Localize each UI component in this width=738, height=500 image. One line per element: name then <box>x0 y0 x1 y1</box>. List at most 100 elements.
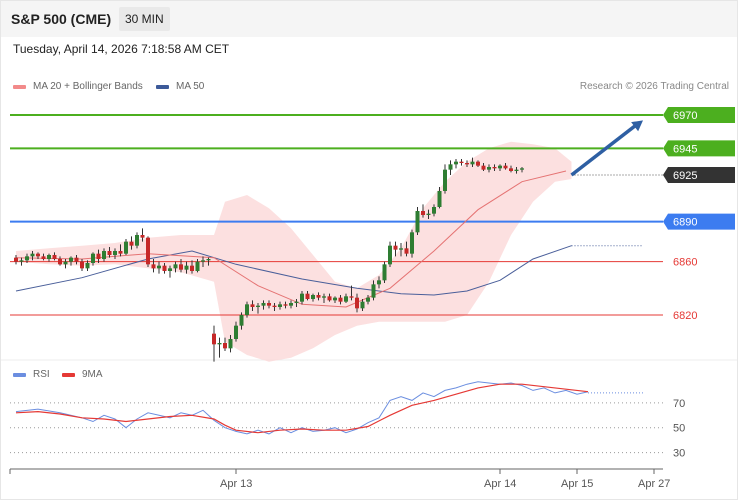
candle-body <box>25 256 29 261</box>
candle <box>239 312 244 330</box>
candle <box>492 164 497 171</box>
candle-body <box>333 297 337 301</box>
candle <box>393 241 398 257</box>
candle <box>195 259 200 273</box>
legend-swatch-rsi-ma <box>62 372 75 377</box>
candle-body <box>481 165 486 170</box>
report-datetime: Tuesday, April 14, 2026 7:18:58 AM CET <box>13 42 230 56</box>
candle <box>124 239 128 255</box>
candle-body <box>228 339 233 349</box>
candle <box>190 260 194 274</box>
candle <box>118 244 123 257</box>
level-tag-6890 <box>663 213 735 230</box>
candle-body <box>448 164 453 170</box>
candle <box>113 248 117 259</box>
candle-body <box>118 251 123 254</box>
candle <box>14 255 18 265</box>
forecast-arrow-head <box>631 120 643 132</box>
candle-body <box>377 280 381 285</box>
candle-body <box>492 167 497 169</box>
candle-body <box>102 251 106 259</box>
candle <box>36 252 40 259</box>
candle-body <box>470 161 475 165</box>
candle-body <box>437 191 442 207</box>
candle <box>305 291 310 301</box>
level-label-6890: 6890 <box>673 217 697 229</box>
rsi-ma-line <box>15 383 589 434</box>
candle <box>410 229 414 258</box>
candle-body <box>113 251 117 255</box>
candle-body <box>371 284 376 298</box>
candle-body <box>294 301 299 303</box>
candle-body <box>146 237 150 265</box>
candle <box>272 303 277 311</box>
candle-body <box>344 296 348 302</box>
legend-rsi-ma: 9MA <box>62 369 103 380</box>
candle-body <box>322 296 326 298</box>
instrument-title: S&P 500 (CME) <box>11 11 112 27</box>
candle-body <box>217 343 222 345</box>
timeframe-button[interactable]: 30 MIN <box>119 7 170 31</box>
candle <box>388 241 392 267</box>
candle-body <box>151 264 156 269</box>
candle <box>294 299 299 307</box>
level-label-6970: 6970 <box>673 110 697 122</box>
candle <box>184 261 189 274</box>
candle-body <box>195 261 200 271</box>
candle-body <box>63 261 68 265</box>
candle-body <box>80 261 84 269</box>
candle-body <box>327 296 332 301</box>
candle-body <box>503 165 508 169</box>
candle-body <box>256 305 260 307</box>
legend-label-rsi: RSI <box>33 369 50 380</box>
candle-body <box>96 253 101 259</box>
candle-body <box>283 304 288 306</box>
candle-body <box>190 265 194 271</box>
candle-body <box>410 232 414 254</box>
candle-body <box>135 235 139 246</box>
candle <box>19 257 24 266</box>
candle <box>41 253 46 261</box>
candle <box>448 160 453 175</box>
candle <box>509 165 513 173</box>
candle <box>47 253 51 262</box>
candle-body <box>173 264 178 269</box>
candle <box>371 280 376 301</box>
candle <box>437 187 442 209</box>
candle-body <box>520 168 524 170</box>
candle-body <box>393 245 398 250</box>
time-axis-label: Apr 27 <box>638 478 670 490</box>
candle <box>173 261 178 273</box>
candle <box>267 300 271 309</box>
candle <box>360 299 365 311</box>
candle <box>382 261 387 283</box>
candle <box>201 256 205 267</box>
candle <box>503 163 508 170</box>
legend-ma20: MA 20 + Bollinger Bands <box>13 81 143 92</box>
candle <box>487 164 491 173</box>
candle-body <box>426 213 431 215</box>
candle-body <box>421 211 425 215</box>
candle-body <box>91 253 95 263</box>
candle-body <box>223 343 227 349</box>
candle-body <box>212 333 216 345</box>
candle-body <box>14 257 18 262</box>
candle <box>459 159 464 166</box>
candle-body <box>514 169 519 171</box>
candle <box>498 164 502 171</box>
candle <box>443 164 447 194</box>
candle <box>129 236 134 250</box>
candle-body <box>355 297 359 309</box>
candle <box>470 157 475 167</box>
level-label-6820: 6820 <box>673 310 697 322</box>
candle <box>278 301 282 310</box>
legend-label-ma20: MA 20 + Bollinger Bands <box>33 81 143 92</box>
candle-body <box>382 264 387 281</box>
candle <box>333 296 337 303</box>
candle <box>63 259 68 269</box>
candle-body <box>157 265 161 269</box>
legend-label-rsi-ma: 9MA <box>82 369 103 380</box>
candle-body <box>245 304 249 315</box>
candle-body <box>278 304 282 307</box>
candle-body <box>349 296 354 298</box>
